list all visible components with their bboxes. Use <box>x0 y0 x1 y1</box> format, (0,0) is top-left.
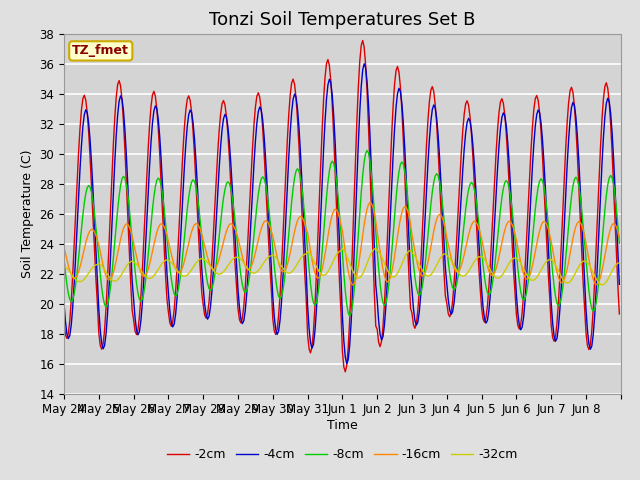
-4cm <box>541 186 549 192</box>
-2cm <box>60 321 68 326</box>
-2cm <box>359 37 367 43</box>
-32cm <box>616 260 623 266</box>
-16cm <box>60 244 68 250</box>
-4cm <box>79 124 86 130</box>
-32cm <box>614 260 621 266</box>
-4cm <box>616 281 623 287</box>
-4cm <box>459 167 467 173</box>
Line: -2cm: -2cm <box>64 40 620 372</box>
-2cm <box>348 283 355 289</box>
-8cm <box>348 311 355 316</box>
-32cm <box>372 246 380 252</box>
X-axis label: Time: Time <box>327 419 358 432</box>
-4cm <box>348 320 355 326</box>
Line: -8cm: -8cm <box>64 150 620 316</box>
-4cm <box>614 251 621 256</box>
Line: -4cm: -4cm <box>64 64 620 363</box>
-8cm <box>541 193 549 199</box>
-8cm <box>346 313 353 319</box>
-32cm <box>79 277 86 283</box>
-16cm <box>459 258 467 264</box>
-8cm <box>459 234 467 240</box>
-2cm <box>541 213 549 218</box>
-8cm <box>97 271 104 277</box>
-2cm <box>459 128 467 133</box>
-8cm <box>79 212 86 218</box>
-2cm <box>616 311 623 317</box>
Y-axis label: Soil Temperature (C): Soil Temperature (C) <box>20 149 34 278</box>
-16cm <box>79 252 86 258</box>
-8cm <box>614 223 621 228</box>
-2cm <box>79 96 86 102</box>
Legend: -2cm, -4cm, -8cm, -16cm, -32cm: -2cm, -4cm, -8cm, -16cm, -32cm <box>162 443 523 466</box>
-32cm <box>60 264 68 269</box>
-2cm <box>614 284 621 289</box>
Line: -32cm: -32cm <box>64 249 620 285</box>
-16cm <box>614 229 621 235</box>
-32cm <box>97 261 104 267</box>
-2cm <box>342 369 349 375</box>
-16cm <box>541 219 549 225</box>
-8cm <box>616 240 623 246</box>
-16cm <box>366 200 374 205</box>
-32cm <box>540 262 548 268</box>
-16cm <box>97 249 104 254</box>
-16cm <box>349 282 356 288</box>
-32cm <box>458 273 465 278</box>
-2cm <box>97 343 104 348</box>
-4cm <box>360 61 368 67</box>
-16cm <box>616 235 623 241</box>
Line: -16cm: -16cm <box>64 203 620 285</box>
Title: Tonzi Soil Temperatures Set B: Tonzi Soil Temperatures Set B <box>209 11 476 29</box>
-4cm <box>60 300 68 306</box>
-32cm <box>346 260 353 266</box>
Text: TZ_fmet: TZ_fmet <box>72 44 129 58</box>
-4cm <box>343 360 351 366</box>
-32cm <box>598 282 606 288</box>
-8cm <box>364 147 371 153</box>
-8cm <box>60 256 68 262</box>
-16cm <box>346 276 353 281</box>
-4cm <box>97 327 104 333</box>
